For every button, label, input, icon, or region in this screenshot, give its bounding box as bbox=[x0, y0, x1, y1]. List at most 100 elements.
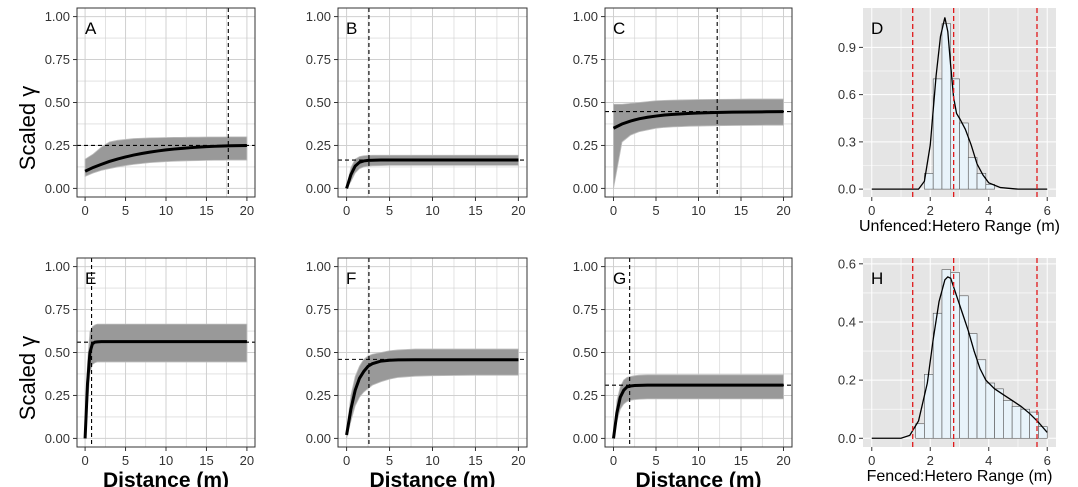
y-tick-label: 0.75 bbox=[573, 302, 598, 317]
x-tick-label: 20 bbox=[511, 203, 525, 218]
y-tick-label: 0.4 bbox=[838, 314, 856, 329]
y-axis-label-bottom: Scaled γ bbox=[15, 336, 40, 420]
x-tick-label: 10 bbox=[159, 453, 173, 468]
hist-bar bbox=[915, 423, 925, 439]
mean-variogram-line bbox=[612, 110, 784, 130]
y-tick-label: 0.0 bbox=[838, 182, 856, 197]
y-tick-label: 0.25 bbox=[573, 138, 598, 153]
panel-f: F 0 5 10 15 20 0.00 0.25 0.50 0.75 1.00 Distance (m… bbox=[306, 257, 528, 487]
hist-bar bbox=[985, 382, 995, 439]
y-tick-label: 0.75 bbox=[306, 302, 331, 317]
y-tick-label: 0.00 bbox=[45, 431, 70, 446]
density-curve bbox=[871, 276, 1048, 439]
x-tick-label: 5 bbox=[652, 453, 659, 468]
x-tick-label: 0 bbox=[868, 203, 875, 218]
x-tick-label: 0 bbox=[343, 453, 350, 468]
x-tick-label: 20 bbox=[511, 453, 525, 468]
y-tick-label: 0.0 bbox=[838, 431, 856, 446]
y-tick-label: 0.00 bbox=[306, 431, 331, 446]
panel-c: C 0 5 10 15 20 0.00 0.25 0.50 0.75 1.00 bbox=[573, 7, 793, 218]
x-tick-label: 20 bbox=[240, 203, 254, 218]
x-tick-label: 0 bbox=[343, 203, 350, 218]
x-tick-label: 5 bbox=[652, 203, 659, 218]
y-tick-label: 0.00 bbox=[573, 181, 598, 196]
y-tick-label: 0.25 bbox=[306, 138, 331, 153]
y-tick-label: 0.50 bbox=[573, 95, 598, 110]
y-tick-label: 0.50 bbox=[306, 345, 331, 360]
hist-bar bbox=[1029, 411, 1039, 439]
mean-variogram-line bbox=[612, 383, 784, 439]
y-axis-label-top: Scaled γ bbox=[15, 86, 40, 170]
y-tick-label: 0.50 bbox=[45, 345, 70, 360]
x-tick-label: 10 bbox=[691, 203, 705, 218]
x-tick-label: 10 bbox=[159, 203, 173, 218]
x-tick-label: 5 bbox=[386, 453, 393, 468]
x-tick-label: 15 bbox=[468, 203, 482, 218]
x-axis-label: Unfenced:Hetero Range (m) bbox=[859, 218, 1060, 235]
hist-bar bbox=[976, 173, 987, 190]
x-tick-label: 5 bbox=[122, 453, 129, 468]
y-tick-label: 0.25 bbox=[306, 388, 331, 403]
y-tick-label: 0.6 bbox=[838, 256, 856, 271]
y-tick-label: 0.3 bbox=[838, 134, 856, 149]
hist-bar bbox=[1003, 400, 1013, 439]
x-tick-label: 0 bbox=[610, 203, 617, 218]
y-tick-label: 0.75 bbox=[573, 52, 598, 67]
y-tick-label: 1.00 bbox=[45, 9, 70, 24]
x-tick-label: 0 bbox=[81, 453, 88, 468]
x-tick-label: 15 bbox=[468, 453, 482, 468]
panel-label: C bbox=[613, 19, 625, 38]
x-tick-label: 4 bbox=[985, 453, 992, 468]
x-tick-label: 0 bbox=[610, 453, 617, 468]
panel-b: B 0 5 10 15 20 0.00 0.25 0.50 0.75 1.00 bbox=[306, 7, 528, 218]
hist-bar bbox=[959, 122, 969, 190]
x-tick-label: 5 bbox=[386, 203, 393, 218]
x-axis-label: Distance (m) bbox=[103, 469, 229, 487]
y-tick-label: 1.00 bbox=[306, 9, 331, 24]
x-tick-label: 0 bbox=[81, 203, 88, 218]
hist-bar bbox=[1038, 426, 1048, 439]
plot-body bbox=[77, 8, 255, 197]
x-tick-label: 20 bbox=[776, 453, 790, 468]
y-tick-label: 0.25 bbox=[45, 388, 70, 403]
y-tick-label: 0.00 bbox=[45, 181, 70, 196]
y-tick-label: 1.00 bbox=[573, 9, 598, 24]
simulation-band bbox=[346, 154, 519, 190]
panel-h: H 0 2 4 6 0.0 0.2 0.4 0.6 Fenced:Hetero Range (m) bbox=[838, 256, 1056, 485]
x-tick-label: 15 bbox=[734, 203, 748, 218]
hist-bar bbox=[985, 184, 995, 190]
panel-d: D 0 2 4 6 0.0 0.3 0.6 0.9 Unfenced:Hetero Range (… bbox=[838, 8, 1060, 235]
y-tick-label: 0.25 bbox=[45, 138, 70, 153]
panel-label: H bbox=[871, 269, 883, 288]
x-tick-label: 10 bbox=[691, 453, 705, 468]
plot-body bbox=[338, 8, 527, 197]
hist-bar bbox=[967, 157, 978, 190]
simulation-band bbox=[613, 98, 784, 189]
panel-label: F bbox=[346, 269, 356, 288]
mean-variogram-line bbox=[83, 340, 247, 439]
panel-label: E bbox=[85, 269, 96, 288]
hist-bar bbox=[950, 78, 960, 190]
x-tick-label: 0 bbox=[868, 453, 875, 468]
y-tick-label: 0.6 bbox=[838, 87, 856, 102]
panel-label: D bbox=[871, 19, 883, 38]
y-tick-label: 0.50 bbox=[306, 95, 331, 110]
x-tick-label: 2 bbox=[927, 453, 934, 468]
panel-label: A bbox=[85, 19, 97, 38]
plot-body bbox=[605, 8, 792, 197]
x-tick-label: 15 bbox=[199, 203, 213, 218]
mean-variogram-line bbox=[345, 158, 519, 189]
simulation-band bbox=[346, 348, 519, 439]
panel-g: G 0 5 10 15 20 0.00 0.25 0.50 0.75 1.00 Distance (m… bbox=[573, 257, 793, 487]
hist-bar bbox=[994, 388, 1004, 439]
hist-bar bbox=[1011, 405, 1022, 439]
x-tick-label: 10 bbox=[425, 203, 439, 218]
mean-variogram-line bbox=[345, 358, 519, 436]
hist-bar bbox=[941, 269, 952, 439]
hist-bar bbox=[950, 272, 960, 439]
y-tick-label: 0.75 bbox=[306, 52, 331, 67]
x-tick-label: 20 bbox=[240, 453, 254, 468]
x-tick-label: 5 bbox=[122, 203, 129, 218]
